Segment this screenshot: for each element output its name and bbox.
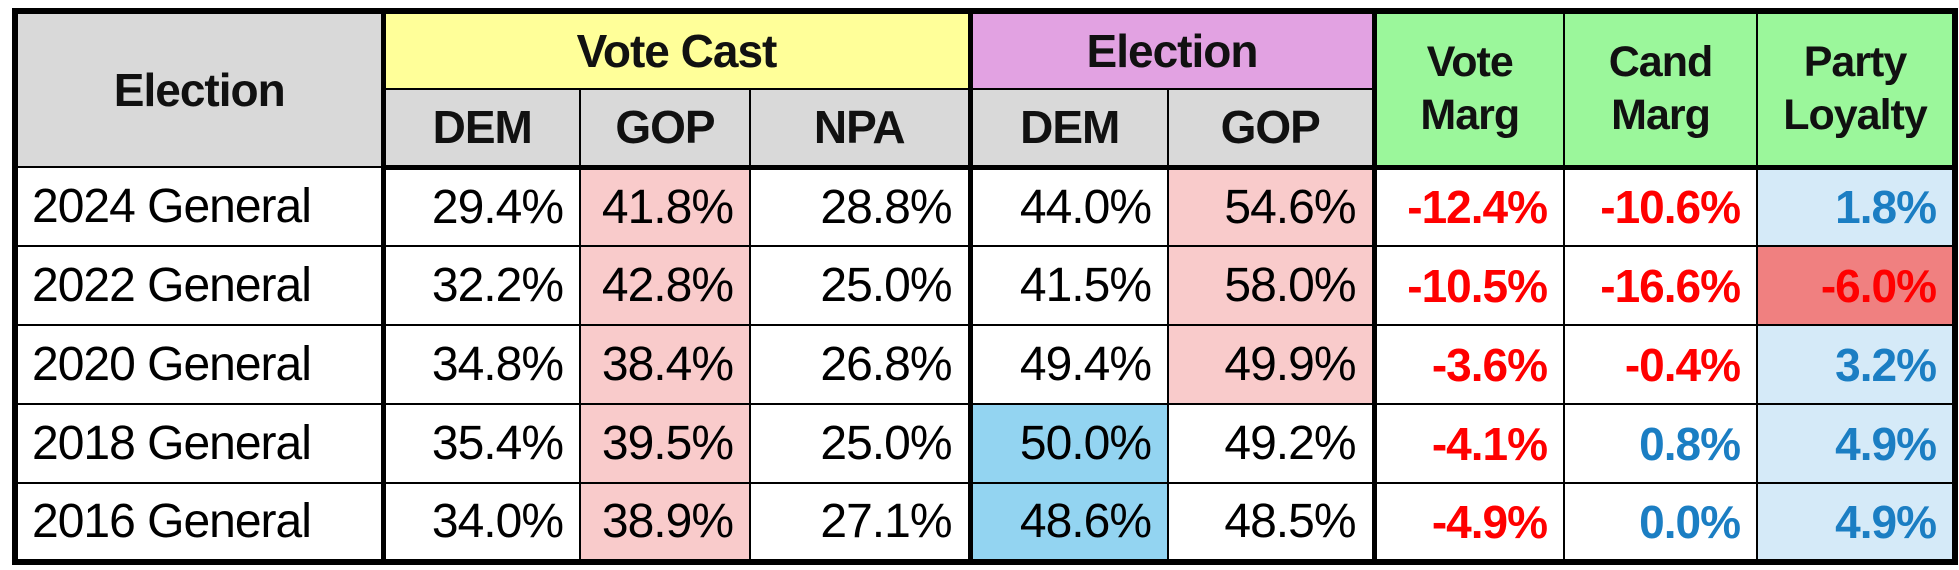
subheader-election-gop[interactable]: GOP: [1167, 88, 1377, 170]
row-label-election[interactable]: 2018 General: [14, 403, 386, 484]
cell-election-gop[interactable]: 54.6%: [1167, 166, 1377, 247]
cell-vote-cast-dem[interactable]: 29.4%: [382, 166, 581, 247]
cell-vote-cast-npa[interactable]: 25.0%: [749, 245, 973, 326]
column-header-cand-marg[interactable]: Cand Marg: [1563, 10, 1758, 170]
cell-vote-cast-npa[interactable]: 25.0%: [749, 403, 973, 484]
cell-vote-marg[interactable]: -3.6%: [1373, 324, 1565, 405]
subheader-vote-cast-gop[interactable]: GOP: [579, 88, 751, 170]
group-header-election[interactable]: Election: [969, 10, 1377, 90]
column-header-party-loyalty[interactable]: Party Loyalty: [1756, 10, 1956, 170]
column-header-election[interactable]: Election: [14, 10, 386, 168]
cell-vote-cast-gop[interactable]: 38.9%: [579, 482, 751, 563]
cell-vote-cast-gop[interactable]: 38.4%: [579, 324, 751, 405]
cell-election-dem[interactable]: 50.0%: [969, 403, 1169, 484]
table-body: 2024 General 29.4% 41.8% 28.8% 44.0% 54.6% -12…: [14, 166, 1956, 563]
cell-cand-marg[interactable]: 0.8%: [1563, 403, 1758, 484]
cell-vote-marg[interactable]: -12.4%: [1373, 166, 1565, 247]
cell-party-loyalty[interactable]: -6.0%: [1756, 245, 1956, 326]
cell-election-dem[interactable]: 49.4%: [969, 324, 1169, 405]
table-header: Election Vote Cast Election Vote Marg Ca…: [14, 10, 1956, 170]
cell-vote-cast-dem[interactable]: 34.8%: [382, 324, 581, 405]
cell-vote-cast-dem[interactable]: 32.2%: [382, 245, 581, 326]
cell-vote-marg[interactable]: -4.1%: [1373, 403, 1565, 484]
cell-vote-cast-npa[interactable]: 26.8%: [749, 324, 973, 405]
cell-cand-marg[interactable]: -0.4%: [1563, 324, 1758, 405]
vote-marg-line1: Vote: [1426, 37, 1514, 86]
cand-marg-line1: Cand: [1608, 37, 1714, 86]
cell-election-dem[interactable]: 44.0%: [969, 166, 1169, 247]
subheader-election-dem[interactable]: DEM: [969, 88, 1169, 170]
party-loyalty-line1: Party: [1803, 37, 1908, 86]
cell-vote-cast-npa[interactable]: 27.1%: [749, 482, 973, 563]
election-results-table: Election Vote Cast Election Vote Marg Ca…: [12, 8, 1958, 565]
group-header-vote-cast[interactable]: Vote Cast: [382, 10, 973, 90]
row-label-election[interactable]: 2022 General: [14, 245, 386, 326]
cell-vote-cast-dem[interactable]: 35.4%: [382, 403, 581, 484]
vote-marg-line2: Marg: [1420, 91, 1520, 140]
cell-vote-cast-gop[interactable]: 39.5%: [579, 403, 751, 484]
table-row: 2020 General 34.8% 38.4% 26.8% 49.4% 49.9% -3.…: [14, 324, 1956, 405]
cell-election-gop[interactable]: 49.2%: [1167, 403, 1377, 484]
cell-vote-cast-npa[interactable]: 28.8%: [749, 166, 973, 247]
cell-party-loyalty[interactable]: 4.9%: [1756, 482, 1956, 563]
subheader-vote-cast-dem[interactable]: DEM: [382, 88, 581, 170]
cell-vote-cast-gop[interactable]: 41.8%: [579, 166, 751, 247]
cell-vote-cast-dem[interactable]: 34.0%: [382, 482, 581, 563]
table-row: 2024 General 29.4% 41.8% 28.8% 44.0% 54.6% -12…: [14, 166, 1956, 247]
table-row: 2016 General 34.0% 38.9% 27.1% 48.6% 48.5% -4.…: [14, 482, 1956, 563]
cell-vote-marg[interactable]: -10.5%: [1373, 245, 1565, 326]
column-header-vote-marg[interactable]: Vote Marg: [1373, 10, 1565, 170]
cell-cand-marg[interactable]: 0.0%: [1563, 482, 1758, 563]
table-row: 2022 General 32.2% 42.8% 25.0% 41.5% 58.0% -10…: [14, 245, 1956, 326]
row-label-election[interactable]: 2016 General: [14, 482, 386, 563]
cell-election-gop[interactable]: 58.0%: [1167, 245, 1377, 326]
cell-election-dem[interactable]: 48.6%: [969, 482, 1169, 563]
cell-vote-marg[interactable]: -4.9%: [1373, 482, 1565, 563]
cell-party-loyalty[interactable]: 1.8%: [1756, 166, 1956, 247]
party-loyalty-line2: Loyalty: [1783, 91, 1928, 140]
cell-election-gop[interactable]: 49.9%: [1167, 324, 1377, 405]
cell-vote-cast-gop[interactable]: 42.8%: [579, 245, 751, 326]
cell-party-loyalty[interactable]: 3.2%: [1756, 324, 1956, 405]
cell-party-loyalty[interactable]: 4.9%: [1756, 403, 1956, 484]
cell-cand-marg[interactable]: -16.6%: [1563, 245, 1758, 326]
subheader-vote-cast-npa[interactable]: NPA: [749, 88, 973, 170]
cell-election-gop[interactable]: 48.5%: [1167, 482, 1377, 563]
cand-marg-line2: Marg: [1611, 91, 1711, 140]
row-label-election[interactable]: 2024 General: [14, 166, 386, 247]
cell-cand-marg[interactable]: -10.6%: [1563, 166, 1758, 247]
table-row: 2018 General 35.4% 39.5% 25.0% 50.0% 49.2% -4.…: [14, 403, 1956, 484]
cell-election-dem[interactable]: 41.5%: [969, 245, 1169, 326]
row-label-election[interactable]: 2020 General: [14, 324, 386, 405]
